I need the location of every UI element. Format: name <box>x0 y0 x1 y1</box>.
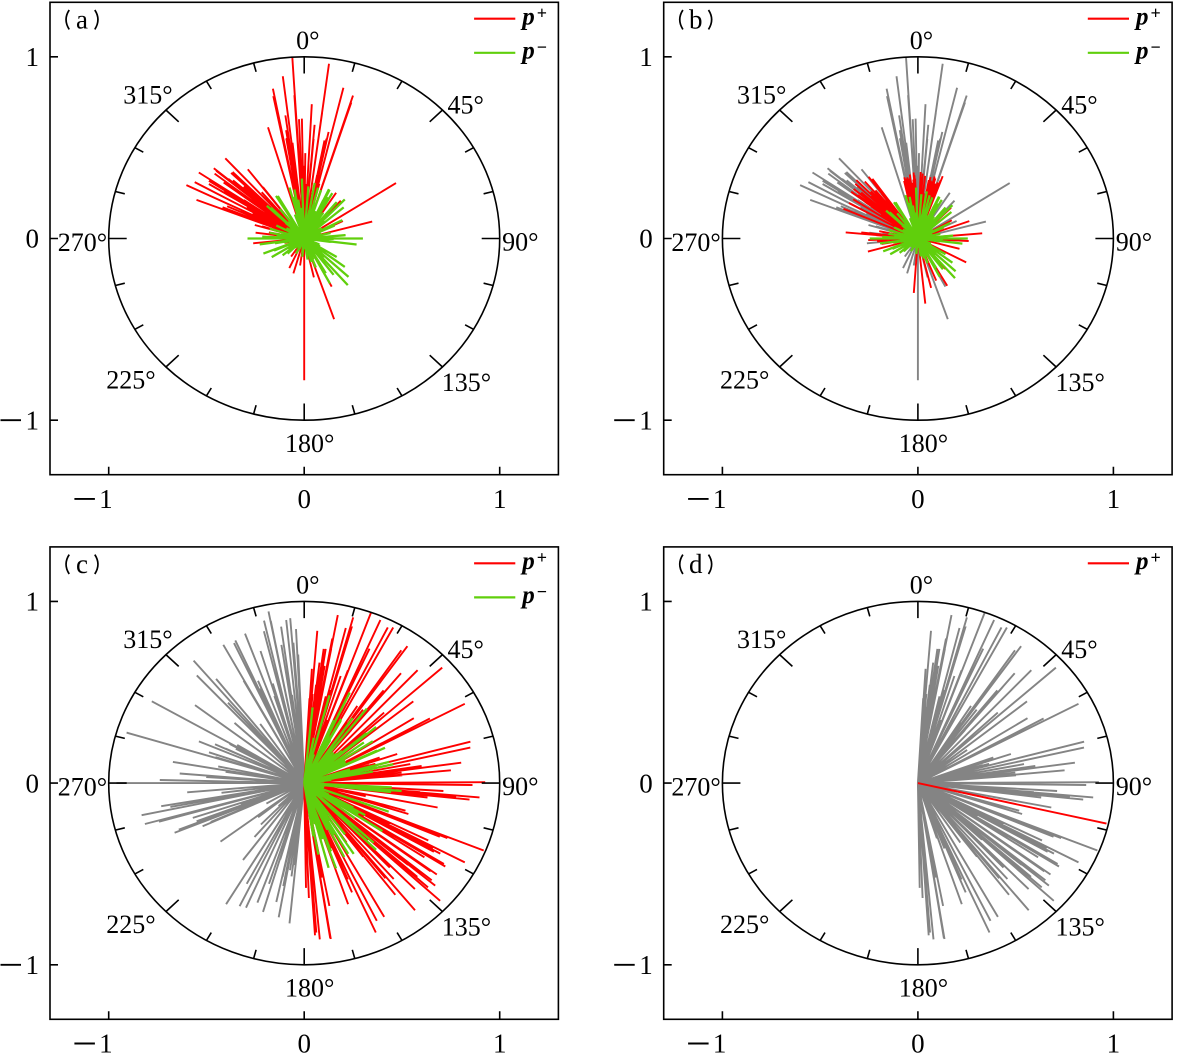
svg-text:d: d <box>689 549 703 579</box>
svg-text:135°: 135° <box>442 368 491 397</box>
svg-text:315°: 315° <box>123 80 172 109</box>
svg-text:a: a <box>76 5 88 35</box>
svg-text:45°: 45° <box>1061 635 1097 664</box>
svg-text:1: 1 <box>26 587 40 617</box>
svg-text:+: + <box>537 3 547 23</box>
svg-text:−: − <box>1151 37 1161 57</box>
svg-text:0°: 0° <box>296 570 319 599</box>
svg-text:0: 0 <box>26 768 40 798</box>
svg-text:−: − <box>537 37 547 57</box>
svg-text:90°: 90° <box>1116 227 1152 256</box>
svg-text:135°: 135° <box>1055 368 1104 397</box>
svg-text:180°: 180° <box>285 429 334 458</box>
svg-text:45°: 45° <box>447 90 483 119</box>
svg-text:p: p <box>520 38 535 65</box>
svg-text:225°: 225° <box>106 365 155 394</box>
svg-text:270°: 270° <box>671 773 720 802</box>
svg-text:b: b <box>689 5 703 35</box>
svg-text:+: + <box>1151 548 1161 568</box>
svg-text:90°: 90° <box>1116 772 1152 801</box>
svg-text:−: − <box>537 582 547 602</box>
svg-text:0: 0 <box>26 224 40 254</box>
svg-text:225°: 225° <box>720 910 769 939</box>
svg-text:45°: 45° <box>447 635 483 664</box>
svg-text:0°: 0° <box>910 26 933 55</box>
svg-text:p: p <box>520 4 535 31</box>
svg-text:1: 1 <box>639 587 653 617</box>
svg-text:p: p <box>520 582 535 609</box>
svg-text:1: 1 <box>1107 1028 1121 1055</box>
svg-text:135°: 135° <box>1055 913 1104 942</box>
svg-text:+: + <box>1151 3 1161 23</box>
svg-text:270°: 270° <box>671 228 720 257</box>
svg-text:0°: 0° <box>910 570 933 599</box>
svg-text:180°: 180° <box>285 973 334 1002</box>
svg-text:180°: 180° <box>899 973 948 1002</box>
svg-text:1: 1 <box>26 42 40 72</box>
svg-text:225°: 225° <box>106 910 155 939</box>
svg-text:90°: 90° <box>502 227 538 256</box>
svg-text:1: 1 <box>99 484 113 514</box>
svg-text:1: 1 <box>713 484 727 514</box>
svg-text:p: p <box>1134 38 1149 65</box>
svg-text:315°: 315° <box>123 625 172 654</box>
svg-text:0: 0 <box>639 224 653 254</box>
svg-text:0: 0 <box>297 484 311 514</box>
svg-text:0: 0 <box>297 1028 311 1055</box>
svg-text:0: 0 <box>639 768 653 798</box>
svg-text:270°: 270° <box>58 773 107 802</box>
svg-text:1: 1 <box>493 484 507 514</box>
svg-text:0: 0 <box>911 1028 925 1055</box>
svg-text:225°: 225° <box>720 365 769 394</box>
svg-text:+: + <box>537 548 547 568</box>
svg-text:c: c <box>76 549 88 579</box>
svg-text:1: 1 <box>493 1028 507 1055</box>
svg-text:0: 0 <box>911 484 925 514</box>
svg-text:90°: 90° <box>502 772 538 801</box>
svg-text:1: 1 <box>639 950 653 980</box>
svg-text:p: p <box>1134 548 1149 575</box>
svg-text:1: 1 <box>1107 484 1121 514</box>
svg-text:315°: 315° <box>737 80 786 109</box>
svg-text:0°: 0° <box>296 26 319 55</box>
svg-text:p: p <box>520 548 535 575</box>
svg-text:180°: 180° <box>899 429 948 458</box>
svg-text:1: 1 <box>639 405 653 435</box>
svg-text:1: 1 <box>639 42 653 72</box>
svg-text:45°: 45° <box>1061 90 1097 119</box>
svg-text:1: 1 <box>713 1028 727 1055</box>
svg-text:315°: 315° <box>737 625 786 654</box>
svg-text:p: p <box>1134 4 1149 31</box>
svg-text:1: 1 <box>26 405 40 435</box>
svg-text:135°: 135° <box>442 913 491 942</box>
svg-text:1: 1 <box>99 1028 113 1055</box>
svg-text:1: 1 <box>26 950 40 980</box>
svg-text:270°: 270° <box>58 228 107 257</box>
